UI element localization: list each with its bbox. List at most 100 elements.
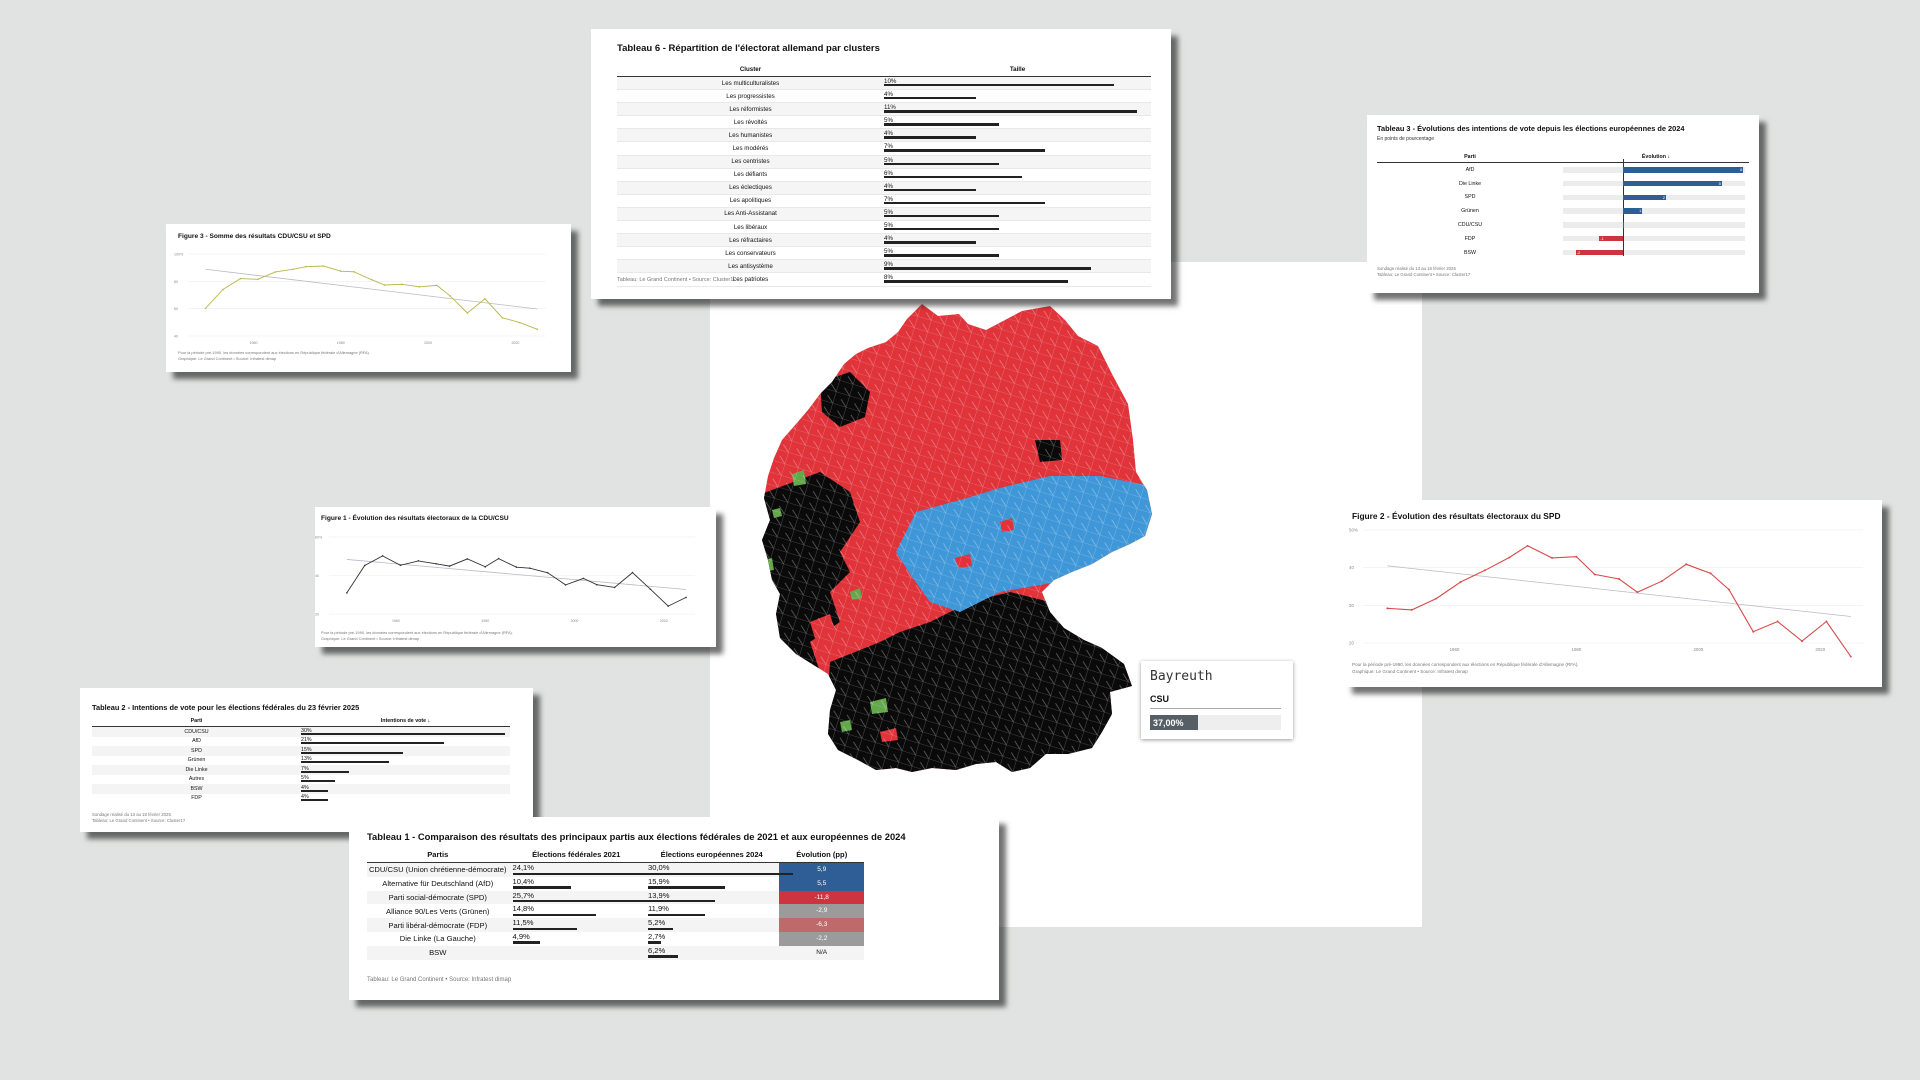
data-point[interactable] <box>305 265 307 268</box>
data-point[interactable] <box>529 567 531 569</box>
table2-vote-bar <box>301 780 335 782</box>
data-point[interactable] <box>1551 556 1554 559</box>
data-point[interactable] <box>1825 620 1828 623</box>
data-point[interactable] <box>1636 591 1639 594</box>
data-point[interactable] <box>353 270 355 273</box>
data-point[interactable] <box>1801 640 1804 643</box>
data-point[interactable] <box>546 571 549 574</box>
data-point[interactable] <box>401 283 403 286</box>
data-point[interactable] <box>1508 556 1511 559</box>
data-point[interactable] <box>435 562 437 565</box>
data-point[interactable] <box>1410 608 1413 611</box>
data-point[interactable] <box>501 316 504 319</box>
table1-2021-label: 4,9% <box>512 931 530 941</box>
table3-col-evo[interactable]: Évolution ↓ <box>1641 153 1671 160</box>
data-point[interactable] <box>1575 555 1578 558</box>
data-point[interactable] <box>383 284 386 286</box>
table3-evo-cell: -1 <box>1563 227 1749 246</box>
germany-map[interactable] <box>710 262 1422 927</box>
data-point[interactable] <box>631 571 634 574</box>
table2-col-vote[interactable]: Intentions de vote ↓ <box>380 718 431 724</box>
table2-vote-label: 21% <box>301 737 312 743</box>
table6-size-label: 5% <box>884 208 893 216</box>
data-point[interactable] <box>204 307 207 310</box>
table2-vote-bar <box>301 751 403 754</box>
data-point[interactable] <box>1660 580 1663 583</box>
data-point[interactable] <box>515 566 518 569</box>
table2-vote-label: 4% <box>301 794 309 800</box>
y-tick-label: 50% <box>1349 528 1358 533</box>
data-point[interactable] <box>1386 607 1389 610</box>
data-point[interactable] <box>1618 577 1621 580</box>
data-point[interactable] <box>257 278 259 281</box>
trend-line <box>205 268 538 310</box>
table3-header: Parti Évolution ↓ <box>1377 151 1749 163</box>
table6-cluster-name: Les libéraux <box>733 223 768 231</box>
table6-size-bar <box>884 84 1114 87</box>
table1-2021-label: 11,5% <box>512 918 534 928</box>
table6-size-cell: 5% <box>884 247 1151 259</box>
data-point[interactable] <box>417 560 420 562</box>
data-point[interactable] <box>466 312 469 314</box>
table6-size-bar <box>884 201 1045 205</box>
table6-row: Les réformistes 11% <box>617 103 1151 117</box>
data-point[interactable] <box>1483 569 1486 572</box>
table3-col-party: Parti <box>1464 153 1476 160</box>
table3-evo-cell <box>1563 214 1749 232</box>
data-point[interactable] <box>1849 655 1852 658</box>
data-point[interactable] <box>564 584 567 586</box>
table3-evo-label: -1 <box>1600 235 1604 241</box>
data-point[interactable] <box>466 558 469 560</box>
data-point[interactable] <box>399 564 402 567</box>
table2-vote-bar <box>301 761 390 763</box>
table3-party: BSW <box>1463 249 1477 256</box>
data-point[interactable] <box>582 577 585 580</box>
data-point[interactable] <box>1776 620 1779 623</box>
data-point[interactable] <box>1727 588 1730 591</box>
data-point[interactable] <box>346 592 348 594</box>
table3-row: BSW -2 <box>1377 241 1749 260</box>
data-point[interactable] <box>484 566 487 568</box>
data-point[interactable] <box>685 596 687 599</box>
data-point[interactable] <box>291 268 294 271</box>
data-point[interactable] <box>1752 630 1755 633</box>
data-point[interactable] <box>449 295 451 297</box>
data-point[interactable] <box>1593 573 1596 576</box>
table6-size-label: 4% <box>884 235 893 243</box>
data-point[interactable] <box>497 557 500 560</box>
data-point[interactable] <box>536 328 539 331</box>
data-point[interactable] <box>339 270 342 273</box>
table1-2024-label: 6,2% <box>647 945 666 955</box>
data-point[interactable] <box>518 321 521 324</box>
table6-cluster-name: Les conservateurs <box>725 249 776 257</box>
table2-header: Parti Intentions de vote ↓ <box>92 716 510 727</box>
data-point[interactable] <box>1435 597 1438 600</box>
data-point[interactable] <box>1709 572 1712 575</box>
data-point[interactable] <box>322 265 325 267</box>
data-point[interactable] <box>1685 563 1688 566</box>
data-point[interactable] <box>418 285 421 288</box>
table3-zero-line <box>1623 241 1624 256</box>
data-point[interactable] <box>363 564 366 567</box>
data-point[interactable] <box>239 277 242 280</box>
table3-evo-label <box>1623 222 1625 227</box>
data-point[interactable] <box>595 583 598 586</box>
data-point[interactable] <box>1459 580 1462 583</box>
table1-col-evo: Évolution (pp) <box>796 850 848 859</box>
table1-party: Parti social-démocrate (SPD) <box>388 892 487 902</box>
data-point[interactable] <box>436 284 438 287</box>
data-point[interactable] <box>613 586 616 589</box>
table3-zero-line <box>1623 172 1624 187</box>
data-point[interactable] <box>381 555 384 557</box>
data-point[interactable] <box>649 588 652 590</box>
data-point[interactable] <box>370 278 373 281</box>
table3-zero-line <box>1623 159 1624 173</box>
table6-size-bar <box>884 241 976 244</box>
data-point[interactable] <box>448 565 451 567</box>
data-point[interactable] <box>222 288 224 291</box>
data-point[interactable] <box>1526 544 1529 547</box>
data-point[interactable] <box>274 271 277 273</box>
data-point[interactable] <box>667 605 670 607</box>
table3-zero-line <box>1623 200 1624 215</box>
data-point[interactable] <box>484 298 486 300</box>
